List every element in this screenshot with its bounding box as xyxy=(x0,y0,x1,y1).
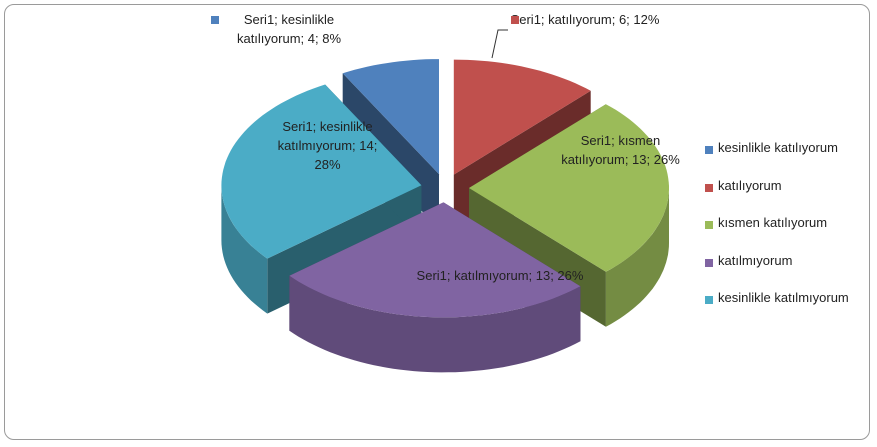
label-key xyxy=(511,16,519,24)
data-label: Seri1; kısmen katılıyorum; 13; 26% xyxy=(561,133,680,167)
slice-wall xyxy=(605,188,669,327)
data-label: Seri1; katılmıyorum; 13; 26% xyxy=(416,268,584,283)
legend-label: katılıyorum xyxy=(718,177,782,193)
legend-swatch xyxy=(705,221,713,229)
data-label: Seri1; kesinlikle katılıyorum; 4; 8% xyxy=(236,12,342,46)
chart-frame xyxy=(4,4,870,440)
slice xyxy=(289,202,581,318)
legend-swatch xyxy=(705,183,713,192)
slice xyxy=(453,59,591,175)
leader-line xyxy=(491,29,508,59)
slice xyxy=(221,84,422,259)
legend-label: kesinlikle katılmıyorum xyxy=(718,290,849,305)
label-key xyxy=(211,16,219,24)
data-label: Seri1; kesinlikle katılmıyorum; 14; 28% xyxy=(277,119,378,172)
legend-swatch xyxy=(705,296,713,304)
legend-label: kısmen katılıyorum xyxy=(718,215,828,230)
slice xyxy=(342,59,439,175)
legend-swatch xyxy=(705,146,713,154)
legend-label: katılmıyorum xyxy=(718,252,793,268)
slice-wall xyxy=(221,185,268,314)
data-label: Seri1; katılıyorum; 6; 12% xyxy=(510,12,660,27)
legend-label: kesinlikle katılıyorum xyxy=(718,140,838,155)
slice xyxy=(469,104,669,272)
slice-wall xyxy=(289,275,581,373)
legend-swatch xyxy=(705,258,713,267)
